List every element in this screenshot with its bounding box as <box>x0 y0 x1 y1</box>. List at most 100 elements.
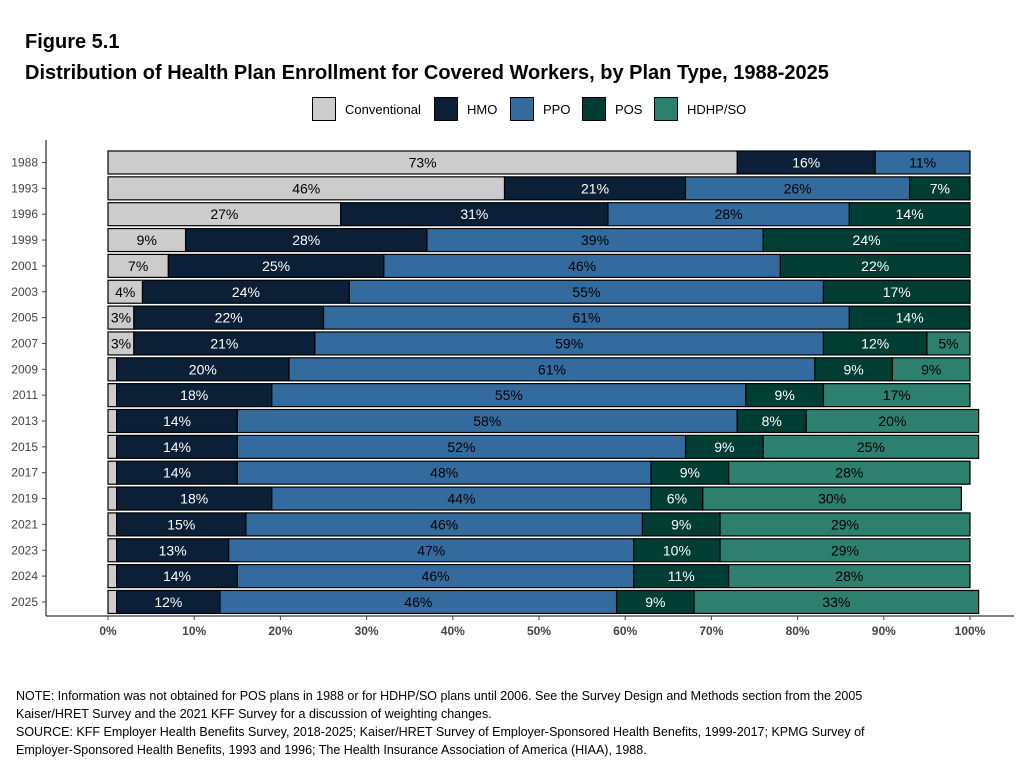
bar-segment-conventional-2024 <box>107 564 118 589</box>
y-tick-label: 2021 <box>11 517 38 531</box>
data-label-hmo-1996: 31% <box>460 206 488 222</box>
y-tick-label: 2015 <box>11 440 38 454</box>
data-label-hmo-2024: 14% <box>163 568 191 584</box>
x-tick-label: 100% <box>955 624 986 638</box>
bar-segment-pos-2001 <box>779 253 971 279</box>
bar-segment-conventional-2011 <box>107 383 118 408</box>
bar-segment-hdhp-so-2011 <box>822 383 971 408</box>
data-label-ppo-1999: 39% <box>581 232 609 248</box>
data-label-hdhp-so-2015: 25% <box>857 439 885 455</box>
data-label-hdhp-so-2013: 20% <box>878 413 906 429</box>
legend-swatch-conventional <box>312 97 336 121</box>
data-label-ppo-2009: 61% <box>538 361 566 377</box>
data-label-pos-1993: 7% <box>930 180 950 196</box>
data-label-pos-2001: 22% <box>861 258 889 274</box>
y-tick-label: 1993 <box>11 181 38 195</box>
bar-segment-pos-1999 <box>762 227 971 253</box>
y-tick-label: 2019 <box>11 492 38 506</box>
bar-segment-pos-2003 <box>822 279 971 304</box>
data-label-hmo-2013: 14% <box>163 413 191 429</box>
y-tick-label: 2024 <box>11 569 38 583</box>
data-label-hdhp-so-2023: 29% <box>831 542 859 558</box>
bar-segment-ppo-1988 <box>874 150 971 175</box>
footnote-line-3: SOURCE: KFF Employer Health Benefits Sur… <box>16 725 865 739</box>
data-label-hmo-2001: 25% <box>262 258 290 274</box>
legend-label-ppo: PPO <box>543 102 571 117</box>
data-label-conventional-2001: 7% <box>128 258 148 274</box>
data-label-pos-2003: 17% <box>883 284 911 300</box>
data-label-hmo-2005: 22% <box>215 310 243 326</box>
x-tick-label: 30% <box>355 624 379 638</box>
x-tick-label: 40% <box>441 624 465 638</box>
bar-segment-pos-2005 <box>848 305 971 330</box>
data-label-ppo-2025: 46% <box>404 594 432 610</box>
data-label-pos-2015: 9% <box>714 439 734 455</box>
legend-label-hdhp-so: HDHP/SO <box>687 102 747 117</box>
data-label-pos-2021: 9% <box>671 516 691 532</box>
legend-swatch-hdhp-so <box>654 97 678 121</box>
data-label-hmo-1988: 16% <box>792 155 820 171</box>
data-label-hmo-2021: 15% <box>167 516 195 532</box>
bar-segment-conventional-2025 <box>107 589 118 615</box>
data-label-ppo-2001: 46% <box>568 258 596 274</box>
data-label-ppo-2005: 61% <box>572 310 600 326</box>
footnote-line-4: Employer-Sponsored Health Benefits, 1993… <box>16 743 647 757</box>
bar-segment-hdhp-so-2019 <box>702 486 962 511</box>
data-label-ppo-2013: 58% <box>473 413 501 429</box>
y-tick-label: 2025 <box>11 595 38 609</box>
data-label-hmo-2015: 14% <box>163 439 191 455</box>
footnotes: NOTE: Information was not obtained for P… <box>16 687 1006 759</box>
data-label-pos-2013: 8% <box>762 413 782 429</box>
data-label-pos-2024: 11% <box>668 568 695 584</box>
data-label-pos-2019: 6% <box>667 491 687 507</box>
legend-label-hmo: HMO <box>467 102 498 117</box>
bar-segment-hdhp-so-2025 <box>693 589 980 615</box>
data-label-hmo-1993: 21% <box>581 180 609 196</box>
y-tick-label: 2013 <box>11 414 38 428</box>
data-label-hdhp-so-2007: 5% <box>938 335 958 351</box>
x-tick-label: 90% <box>872 624 896 638</box>
data-label-hdhp-so-2021: 29% <box>831 516 859 532</box>
data-label-hmo-2023: 13% <box>159 542 187 558</box>
data-label-hdhp-so-2025: 33% <box>822 594 850 610</box>
bar-segment-conventional-2015 <box>107 434 118 459</box>
stacked-bar-chart: 1988 73% 16% 11% 1993 46% 21% 26% 7% 1996 27% 31% 28… <box>11 140 1014 638</box>
data-label-pos-1999: 24% <box>853 232 881 248</box>
data-label-ppo-1996: 28% <box>715 206 743 222</box>
data-label-ppo-2003: 55% <box>572 284 600 300</box>
x-tick-label: 10% <box>182 624 206 638</box>
bar-segment-hdhp-so-2021 <box>719 512 971 537</box>
data-label-hmo-1999: 28% <box>292 232 320 248</box>
y-tick-label: 1988 <box>11 156 38 170</box>
data-label-hdhp-so-2009: 9% <box>921 361 941 377</box>
bar-segment-conventional-2023 <box>107 538 118 563</box>
y-tick-label: 1996 <box>11 207 38 221</box>
y-tick-label: 2017 <box>11 466 38 480</box>
legend-swatch-pos <box>582 97 606 121</box>
data-label-hdhp-so-2017: 28% <box>835 465 863 481</box>
y-tick-label: 2023 <box>11 543 38 557</box>
data-label-conventional-1999: 9% <box>137 232 157 248</box>
data-label-pos-2009: 9% <box>844 361 864 377</box>
data-label-hmo-2017: 14% <box>163 465 191 481</box>
data-label-conventional-2007: 3% <box>111 335 131 351</box>
bar-segment-hdhp-so-2017 <box>728 460 971 485</box>
bar-segment-hdhp-so-2009 <box>891 357 971 382</box>
bar-segment-conventional-2021 <box>107 512 118 537</box>
chart-title: Distribution of Health Plan Enrollment f… <box>25 62 829 84</box>
data-label-pos-2007: 12% <box>861 335 889 351</box>
data-label-pos-2025: 9% <box>645 594 665 610</box>
data-label-conventional-1988: 73% <box>409 155 437 171</box>
legend-swatch-hmo <box>434 97 458 121</box>
data-label-ppo-2023: 47% <box>417 542 445 558</box>
y-tick-label: 2005 <box>11 311 38 325</box>
bar-segment-hdhp-so-2015 <box>762 434 980 459</box>
data-label-ppo-2021: 46% <box>430 516 458 532</box>
data-label-ppo-2017: 48% <box>430 465 458 481</box>
data-label-pos-1996: 14% <box>896 206 924 222</box>
bar-segment-conventional-2017 <box>107 460 118 485</box>
x-tick-label: 0% <box>99 624 117 638</box>
data-label-hmo-2003: 24% <box>232 284 260 300</box>
data-label-hmo-2007: 21% <box>210 335 238 351</box>
data-label-ppo-2007: 59% <box>555 335 583 351</box>
